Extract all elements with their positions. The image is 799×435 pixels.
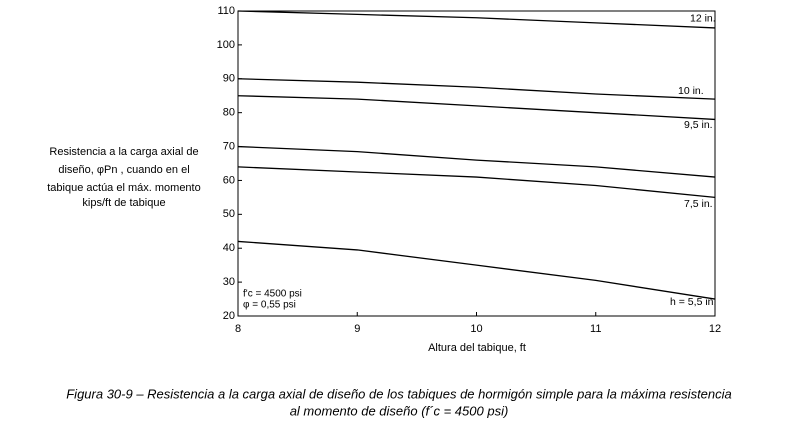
- series-line: [237, 240, 716, 300]
- y-axis-label: tabique actúa el máx. momento: [47, 182, 200, 194]
- x-tick-label: 11: [590, 323, 601, 335]
- line-label: 9,5 in.: [684, 119, 713, 131]
- series-line: [237, 166, 716, 199]
- caption: al momento de diseño (f´c = 4500 psi): [290, 403, 509, 418]
- plot-frame: [237, 10, 716, 317]
- y-tick-label: 50: [223, 208, 235, 220]
- annotation: f'c = 4500 psi: [243, 289, 302, 300]
- y-tick-label: 20: [223, 310, 235, 322]
- series-line: [237, 10, 716, 29]
- y-axis-label: Resistencia a la carga axial de: [49, 146, 198, 158]
- x-tick-label: 12: [709, 323, 721, 335]
- y-tick-label: 70: [223, 140, 235, 152]
- y-tick-label: 60: [223, 174, 235, 186]
- line-label: 12 in.: [690, 13, 716, 25]
- y-tick-label: 110: [217, 5, 235, 17]
- y-tick-label: 100: [217, 39, 235, 51]
- caption: Figura 30-9 – Resistencia a la carga axi…: [66, 386, 732, 401]
- y-tick-label: 90: [223, 73, 235, 85]
- series-line: [237, 78, 716, 100]
- x-tick-label: 9: [354, 323, 360, 335]
- line-label: h = 5,5 in.: [670, 296, 716, 308]
- y-tick-label: 80: [223, 107, 235, 119]
- series-line: [237, 95, 716, 121]
- x-axis-label: Altura del tabique, ft: [428, 342, 526, 354]
- y-axis-label: diseño, φPn , cuando en el: [58, 164, 189, 176]
- annotation: φ = 0,55 psi: [243, 300, 296, 311]
- x-tick-label: 8: [235, 323, 241, 335]
- series-line: [237, 145, 716, 178]
- line-label: 7,5 in.: [684, 198, 713, 210]
- y-tick-label: 40: [223, 242, 235, 254]
- line-label: 10 in.: [678, 85, 704, 97]
- y-axis-label: kips/ft de tabique: [82, 197, 165, 209]
- y-tick-label: 30: [223, 276, 235, 288]
- x-tick-label: 10: [470, 323, 482, 335]
